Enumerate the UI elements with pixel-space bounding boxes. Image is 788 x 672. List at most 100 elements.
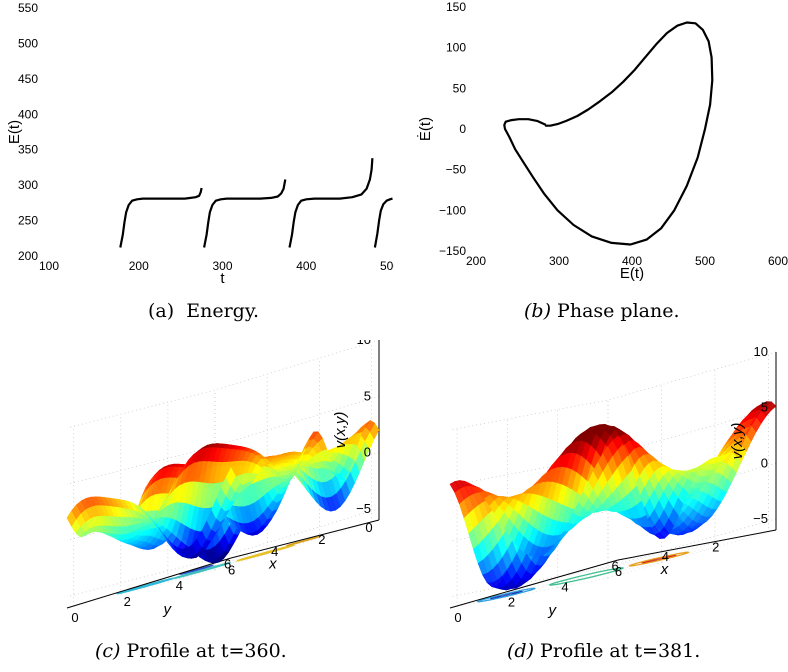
y-tick-label: 550 [18, 1, 38, 15]
x-axis-line [617, 529, 777, 561]
contour-line [548, 567, 625, 586]
y-tick-label: 500 [18, 36, 38, 50]
caption-text: Profile at t=381. [540, 640, 701, 662]
series-line [203, 179, 287, 248]
surface-patch [612, 435, 623, 450]
x-tick-label: 600 [768, 254, 788, 268]
contour-line [476, 587, 536, 603]
caption-surface-c: (c) Profile at t=360. [95, 640, 287, 662]
z-tick-label: 0 [364, 445, 371, 460]
energy-chart: 100200300400500200250300350400450500550t… [0, 0, 394, 300]
grid-line [66, 569, 216, 609]
x-tick-label: 300 [549, 254, 569, 268]
grid-line [449, 351, 777, 431]
surface-plot-d: −5 0 5 10 2 4 6 0 2 4 6 x y v(x,y) [449, 344, 777, 625]
z-tick-label: 5 [364, 388, 371, 403]
y-tick-label: −100 [439, 203, 466, 217]
surface-patch [225, 467, 236, 486]
surface [66, 420, 380, 564]
grid-line [449, 577, 609, 609]
y-axis-label: y [163, 601, 173, 618]
y-axis-label: E(t) [6, 120, 23, 144]
contour-line [628, 551, 690, 567]
caption-phase-plane: (b) Phase plane. [524, 300, 680, 322]
caption-text: Phase plane. [557, 300, 680, 322]
caption-label: (c) [95, 640, 121, 662]
y-tick-label: 2 [124, 594, 131, 609]
y-tick-label: 350 [18, 143, 38, 157]
caption-surface-d: (d) Profile at t=381. [507, 640, 700, 662]
surface-chart-d: −5 0 5 10 2 4 6 0 2 4 6 x y v(x,y) [394, 340, 788, 640]
grid-line [556, 547, 716, 578]
y-tick-label: 2 [508, 595, 515, 610]
contour-line [235, 544, 296, 562]
x-tick-label: 6 [611, 559, 618, 574]
x-tick-label: 100 [39, 259, 59, 273]
z-axis-label: v(x,y) [332, 412, 349, 449]
y-axis-label: Ė(t) [416, 117, 434, 141]
x-tick-label: 200 [129, 259, 149, 273]
axes-box [449, 351, 777, 609]
x-axis-label: t [220, 270, 225, 287]
y-tick-label: 50 [453, 81, 467, 95]
y-tick-label: 0 [71, 610, 78, 625]
grid-line [214, 519, 380, 571]
phase-plane-plot: 200 300 400 500 600 −150 −100 −50 0 50 100 150 E(t) Ė… [416, 0, 788, 282]
z-tick-label: 10 [357, 340, 371, 347]
y-tick-label: 400 [18, 107, 38, 121]
x-tick-label: 300 [212, 259, 232, 273]
x-axis-label: E(t) [620, 265, 644, 282]
y-axis-line [66, 557, 232, 609]
x-tick-label: 6 [224, 556, 231, 571]
grid-line [610, 531, 769, 563]
surface [449, 401, 777, 591]
y-tick-label: 200 [18, 249, 38, 263]
surface-chart-c: −5 0 5 10 0 2 4 6 0 2 4 6 x y v(x,y) [0, 340, 394, 640]
z-tick-label: 0 [761, 455, 768, 470]
series-line [119, 187, 203, 248]
x-tick-label: 400 [622, 254, 642, 268]
y-axis-label: y [547, 602, 557, 619]
grid-line [503, 562, 662, 594]
x-tick-label: 4 [662, 549, 669, 564]
caption-text: Profile at t=360. [126, 640, 287, 662]
caption-label: (d) [507, 640, 534, 662]
y-tick-label: −50 [446, 163, 467, 177]
y-tick-label: 0 [459, 122, 466, 136]
y-tick-label: 4 [176, 578, 183, 593]
energy-plot: 100200300400500200250300350400450500550t… [6, 1, 394, 287]
axes-box [66, 340, 380, 609]
caption-label: (b) [524, 300, 551, 322]
x-tick-label: 0 [365, 520, 372, 535]
y-tick-label: 150 [446, 0, 466, 14]
contour-line [285, 536, 321, 547]
contour-line [171, 561, 231, 580]
x-axis-label: x [268, 556, 277, 573]
y-tick-label: −150 [439, 244, 466, 258]
surface-plot-c: −5 0 5 10 0 2 4 6 0 2 4 6 x y v(x,y) [66, 340, 380, 625]
caption-label: (a) [148, 300, 175, 322]
x-axis-line [230, 519, 380, 559]
x-tick-label: 500 [695, 254, 715, 268]
x-tick-label: 4 [271, 544, 278, 559]
caption-text: Energy. [186, 300, 260, 322]
y-tick-label: 250 [18, 214, 38, 228]
y-tick-label: 450 [18, 72, 38, 86]
y-tick-label: 300 [18, 178, 38, 192]
x-tick-label: 500 [380, 259, 394, 273]
x-tick-label: 2 [712, 540, 719, 555]
caption-energy: (a) Energy. [148, 300, 259, 322]
series-line [373, 197, 393, 248]
x-tick-label: 2 [318, 532, 325, 547]
series-line [503, 21, 714, 246]
contour-line [178, 564, 215, 575]
y-tick-label: 6 [228, 562, 235, 577]
y-axis-line [449, 559, 619, 609]
series-line [288, 158, 374, 248]
contour-line [641, 554, 677, 564]
y-tick-label: 0 [454, 610, 461, 625]
y-tick-label: 4 [561, 579, 568, 594]
contour-line [115, 577, 177, 595]
y-tick-label: 100 [446, 41, 466, 55]
z-tick-label: −5 [753, 511, 768, 526]
